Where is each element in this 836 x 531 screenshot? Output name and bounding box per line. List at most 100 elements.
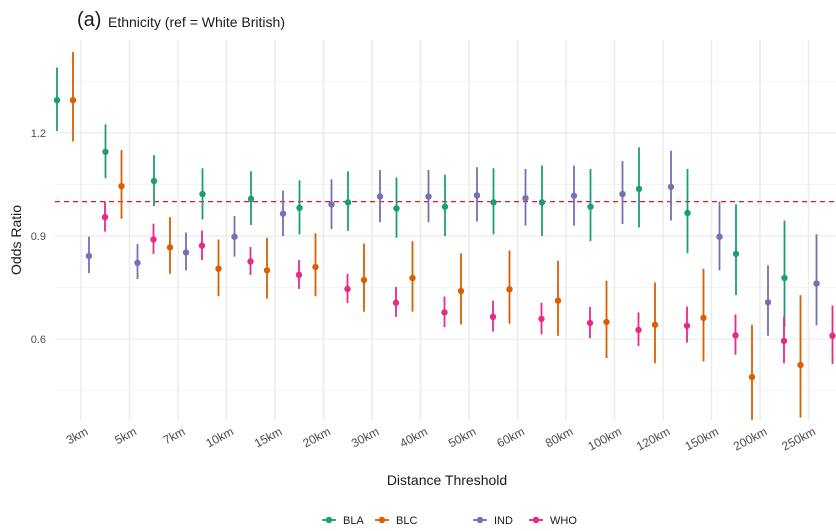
legend-label: WHO [550,515,577,527]
data-point [748,373,756,381]
x-axis-title: Distance Threshold [387,472,507,488]
x-tick-label: 15km [252,424,284,450]
series-bla [53,67,788,328]
y-tick-label: 0.6 [31,334,46,346]
data-point [150,177,158,185]
y-tick-label: 1.2 [31,128,46,140]
data-point [198,242,206,249]
data-point [700,314,707,322]
data-point [247,258,254,265]
data-point [457,287,465,295]
data-point [619,190,626,198]
x-tick-label: 100km [586,424,624,453]
data-point [182,249,190,256]
data-point [328,201,335,208]
legend-key-point [476,516,484,524]
x-tick-label: 7km [161,424,188,447]
data-point [166,244,174,251]
x-tick-label: 3km [64,424,91,447]
data-point [85,252,93,260]
data-point [732,332,739,339]
data-point [295,271,303,279]
panel-label: (a) [77,9,102,31]
data-point [473,192,481,199]
data-point [247,195,255,203]
x-tick-label: 60km [494,424,526,450]
x-tick-label: 200km [731,424,769,453]
legend-item-who: WHO [529,515,577,527]
data-point [199,190,206,198]
data-point [635,185,643,193]
data-point [813,280,820,287]
series-ind [85,150,820,336]
data-point [538,315,545,323]
legend-label: BLA [343,515,364,527]
data-point [587,203,594,210]
data-point [392,299,400,306]
data-point [344,285,351,293]
data-point [732,250,740,258]
data-point [522,194,529,202]
data-point [441,309,448,316]
legend-key-point [532,516,540,524]
x-tick-label: 150km [683,424,721,453]
x-tick-label: 5km [112,424,139,447]
data-point [102,148,109,155]
y-axis-title: Odds Ratio [8,205,24,275]
x-tick-label: 40km [397,424,429,450]
legend-key-point [378,516,386,524]
y-tick-label: 0.9 [31,231,46,243]
data-point [360,276,368,284]
data-point [586,319,594,327]
data-point [781,274,788,282]
data-point [134,259,141,267]
data-point [69,96,77,104]
legend-label: BLC [396,515,417,527]
x-tick-label: 250km [780,424,818,453]
data-point [118,182,125,190]
data-point [215,265,222,272]
data-point [684,209,691,217]
data-point [312,263,319,271]
data-point [376,193,384,200]
data-point [635,326,642,334]
data-point [489,313,497,321]
data-point [53,96,61,104]
data-point [780,337,788,345]
x-tick-label: 50km [446,424,478,450]
data-point [764,299,772,306]
data-marks [53,52,836,420]
data-point [667,183,675,191]
series-who [101,201,836,364]
x-tick-label: 10km [203,424,235,450]
data-point [441,203,449,210]
data-point [425,193,432,200]
chart-title: Ethnicity (ref = White British) [108,14,285,30]
data-point [296,204,303,212]
legend-label: IND [494,515,513,527]
x-tick-label: 80km [543,424,575,450]
x-tick-label: 120km [634,424,672,453]
data-point [538,199,546,206]
data-point [409,274,416,282]
data-point [603,318,610,326]
data-point [101,213,109,221]
legend-item-blc: BLC [375,515,417,527]
axes: 0.6 0.9 1.2 3km 5km 7km 10km 15km 20km 30km 40km 50… [31,128,818,454]
legend: BLA BLC IND WHO [322,515,577,527]
data-point [683,322,691,329]
data-point [506,286,513,293]
data-point [651,321,659,328]
series-blc [69,52,804,420]
data-point [554,297,562,304]
x-tick-label: 20km [300,424,332,450]
data-point [570,192,578,199]
x-tick-label: 30km [349,424,381,450]
data-point [393,205,400,212]
data-point [231,233,238,240]
data-point [279,210,287,217]
data-point [263,267,271,274]
legend-item-bla: BLA [322,515,364,527]
data-point [490,199,497,206]
